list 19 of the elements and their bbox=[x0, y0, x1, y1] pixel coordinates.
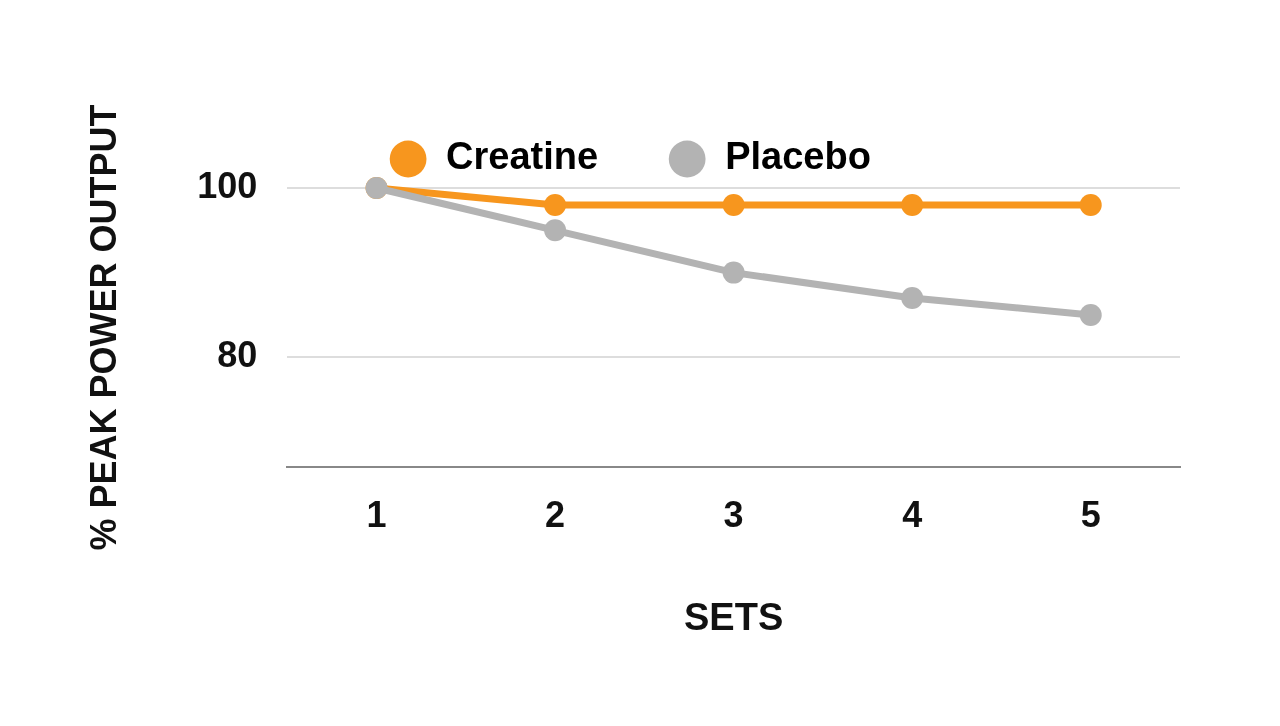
y-tick-label: 80 bbox=[217, 334, 258, 376]
x-axis-title: SETS bbox=[684, 595, 784, 638]
point bbox=[1079, 303, 1102, 326]
x-tick-label: 1 bbox=[366, 493, 387, 535]
y-axis-title: % PEAK POWER OUTPUT bbox=[82, 104, 124, 551]
point bbox=[901, 286, 924, 309]
point bbox=[544, 219, 567, 242]
point bbox=[901, 193, 924, 216]
point bbox=[544, 193, 567, 216]
x-tick-label: 3 bbox=[723, 493, 744, 535]
point bbox=[1079, 193, 1102, 216]
point bbox=[722, 193, 745, 216]
legend-label: Creatine bbox=[446, 135, 599, 178]
y-tick-label: 100 bbox=[197, 164, 258, 206]
legend-label: Placebo bbox=[725, 135, 871, 178]
x-tick-label: 5 bbox=[1080, 493, 1101, 535]
x-tick-label: 4 bbox=[902, 493, 923, 535]
point bbox=[722, 261, 745, 284]
x-tick-label: 2 bbox=[545, 493, 566, 535]
